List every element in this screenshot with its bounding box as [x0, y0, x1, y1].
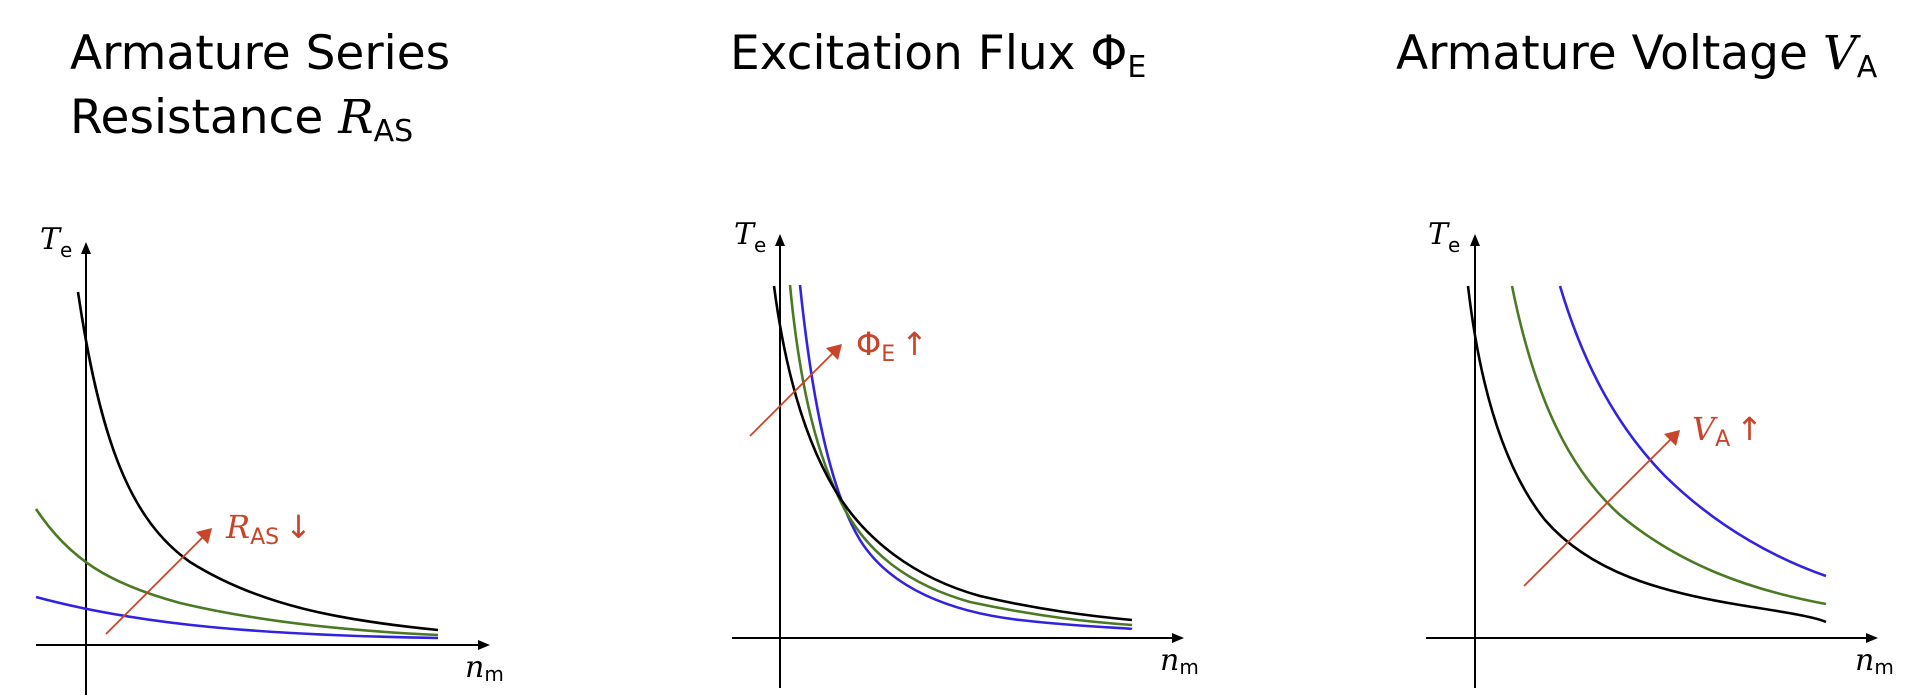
panel-1-title-sub: AS: [373, 114, 414, 149]
panel-3-y-label: Te: [1428, 217, 1460, 257]
panel-2-x-label: nm: [1160, 643, 1199, 679]
panel-2-title-text: Excitation Flux: [730, 26, 1091, 81]
panel-1-title-var: R: [338, 90, 374, 145]
panel-2-y-label: Te: [734, 217, 766, 257]
panel-3-title-text: Armature Voltage: [1396, 26, 1823, 81]
panel-2-curve-green: [788, 284, 1133, 627]
panel-3-curve-blue: [1558, 285, 1827, 578]
panel-3-curve-black: [1466, 285, 1827, 624]
panel-1-annotation-arrowhead: [196, 528, 212, 544]
panel-3-curve-green: [1510, 285, 1827, 606]
panel-3-annotation-arrowhead: [1664, 430, 1680, 446]
panel-1-y-label: Te: [40, 222, 72, 262]
panel-2-plot: Te nm ΦE ↑: [732, 217, 1199, 688]
panel-1-title-text: Armature Series Resistance: [70, 26, 451, 145]
panel-3-title-sub: A: [1856, 50, 1878, 85]
panel-2-annotation-arrowhead: [826, 344, 842, 360]
panel-2-title-var: Φ: [1090, 26, 1128, 81]
panel-3-annotation-arrow: [1523, 437, 1673, 587]
panel-1-plot: Te nm RAS ↓: [34, 222, 504, 695]
panel-3-x-label: nm: [1855, 643, 1894, 679]
panel-2-title-sub: E: [1127, 50, 1147, 85]
panel-3-plot: Te nm VA ↑: [1426, 217, 1894, 688]
panel-2-annotation-arrow: [749, 349, 837, 437]
panel-2-title: Excitation Flux ΦE: [730, 22, 1290, 100]
panel-1-x-label: nm: [465, 650, 504, 686]
panel-2-annotation: ΦE ↑: [856, 325, 928, 367]
panel-3-title: Armature Voltage VA: [1396, 22, 1916, 100]
panel-1-title: Armature Series Resistance RAS: [70, 22, 530, 164]
panel-3-title-var: V: [1822, 26, 1857, 81]
panel-1-annotation-arrow: [105, 533, 207, 635]
panel-3-annotation: VA ↑: [1692, 410, 1763, 452]
panel-1-curve-green: [34, 508, 439, 637]
panel-1-curve-black: [76, 291, 439, 632]
panel-2-curve-black: [772, 285, 1133, 622]
panel-1-annotation: RAS ↓: [225, 508, 312, 550]
panel-1-curve-blue: [35, 595, 439, 640]
panel-2-curve-blue: [798, 284, 1133, 631]
